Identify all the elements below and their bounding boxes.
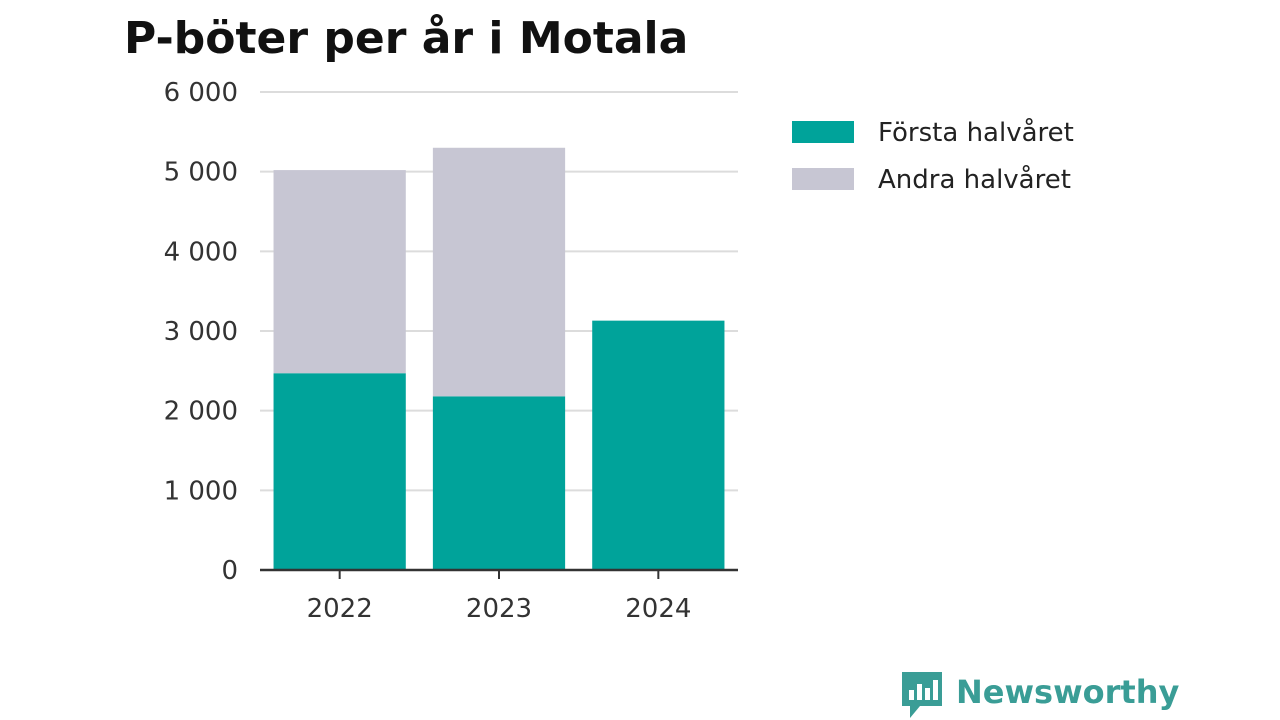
legend-swatch (792, 168, 854, 190)
y-tick-label: 5 000 (164, 158, 238, 188)
legend-swatch (792, 121, 854, 143)
y-tick-label: 3 000 (164, 317, 238, 347)
y-tick-label: 6 000 (164, 78, 238, 108)
chart-title: P-böter per år i Motala (124, 13, 688, 64)
legend-label: Första halvåret (878, 117, 1074, 148)
brand-name: Newsworthy (956, 673, 1180, 711)
bar-chart-bubble-icon (902, 672, 942, 718)
legend-label: Andra halvåret (878, 164, 1071, 195)
bar-2023-series-2 (432, 147, 566, 397)
y-tick-label: 2 000 (164, 397, 238, 427)
bar-2023-series-1 (432, 396, 566, 570)
bar-2024-series-1 (592, 320, 725, 570)
y-tick-label: 1 000 (164, 476, 238, 506)
bar-2022-series-2 (273, 170, 406, 374)
x-tick-label: 2022 (307, 594, 373, 624)
legend: Första halvåret Andra halvåret (792, 117, 1074, 195)
y-tick-label: 4 000 (164, 237, 238, 267)
y-tick-label: 0 (221, 556, 238, 586)
x-tick-label: 2023 (466, 594, 532, 624)
x-tick-label: 2024 (625, 594, 691, 624)
bars (273, 147, 725, 570)
brand-logo: Newsworthy (902, 672, 1180, 718)
bar-2022-series-1 (273, 373, 406, 570)
y-axis-ticks: 0 1 000 2 000 3 000 4 000 5 000 6 000 (164, 78, 238, 586)
x-axis: 2022 2023 2024 (260, 568, 738, 624)
